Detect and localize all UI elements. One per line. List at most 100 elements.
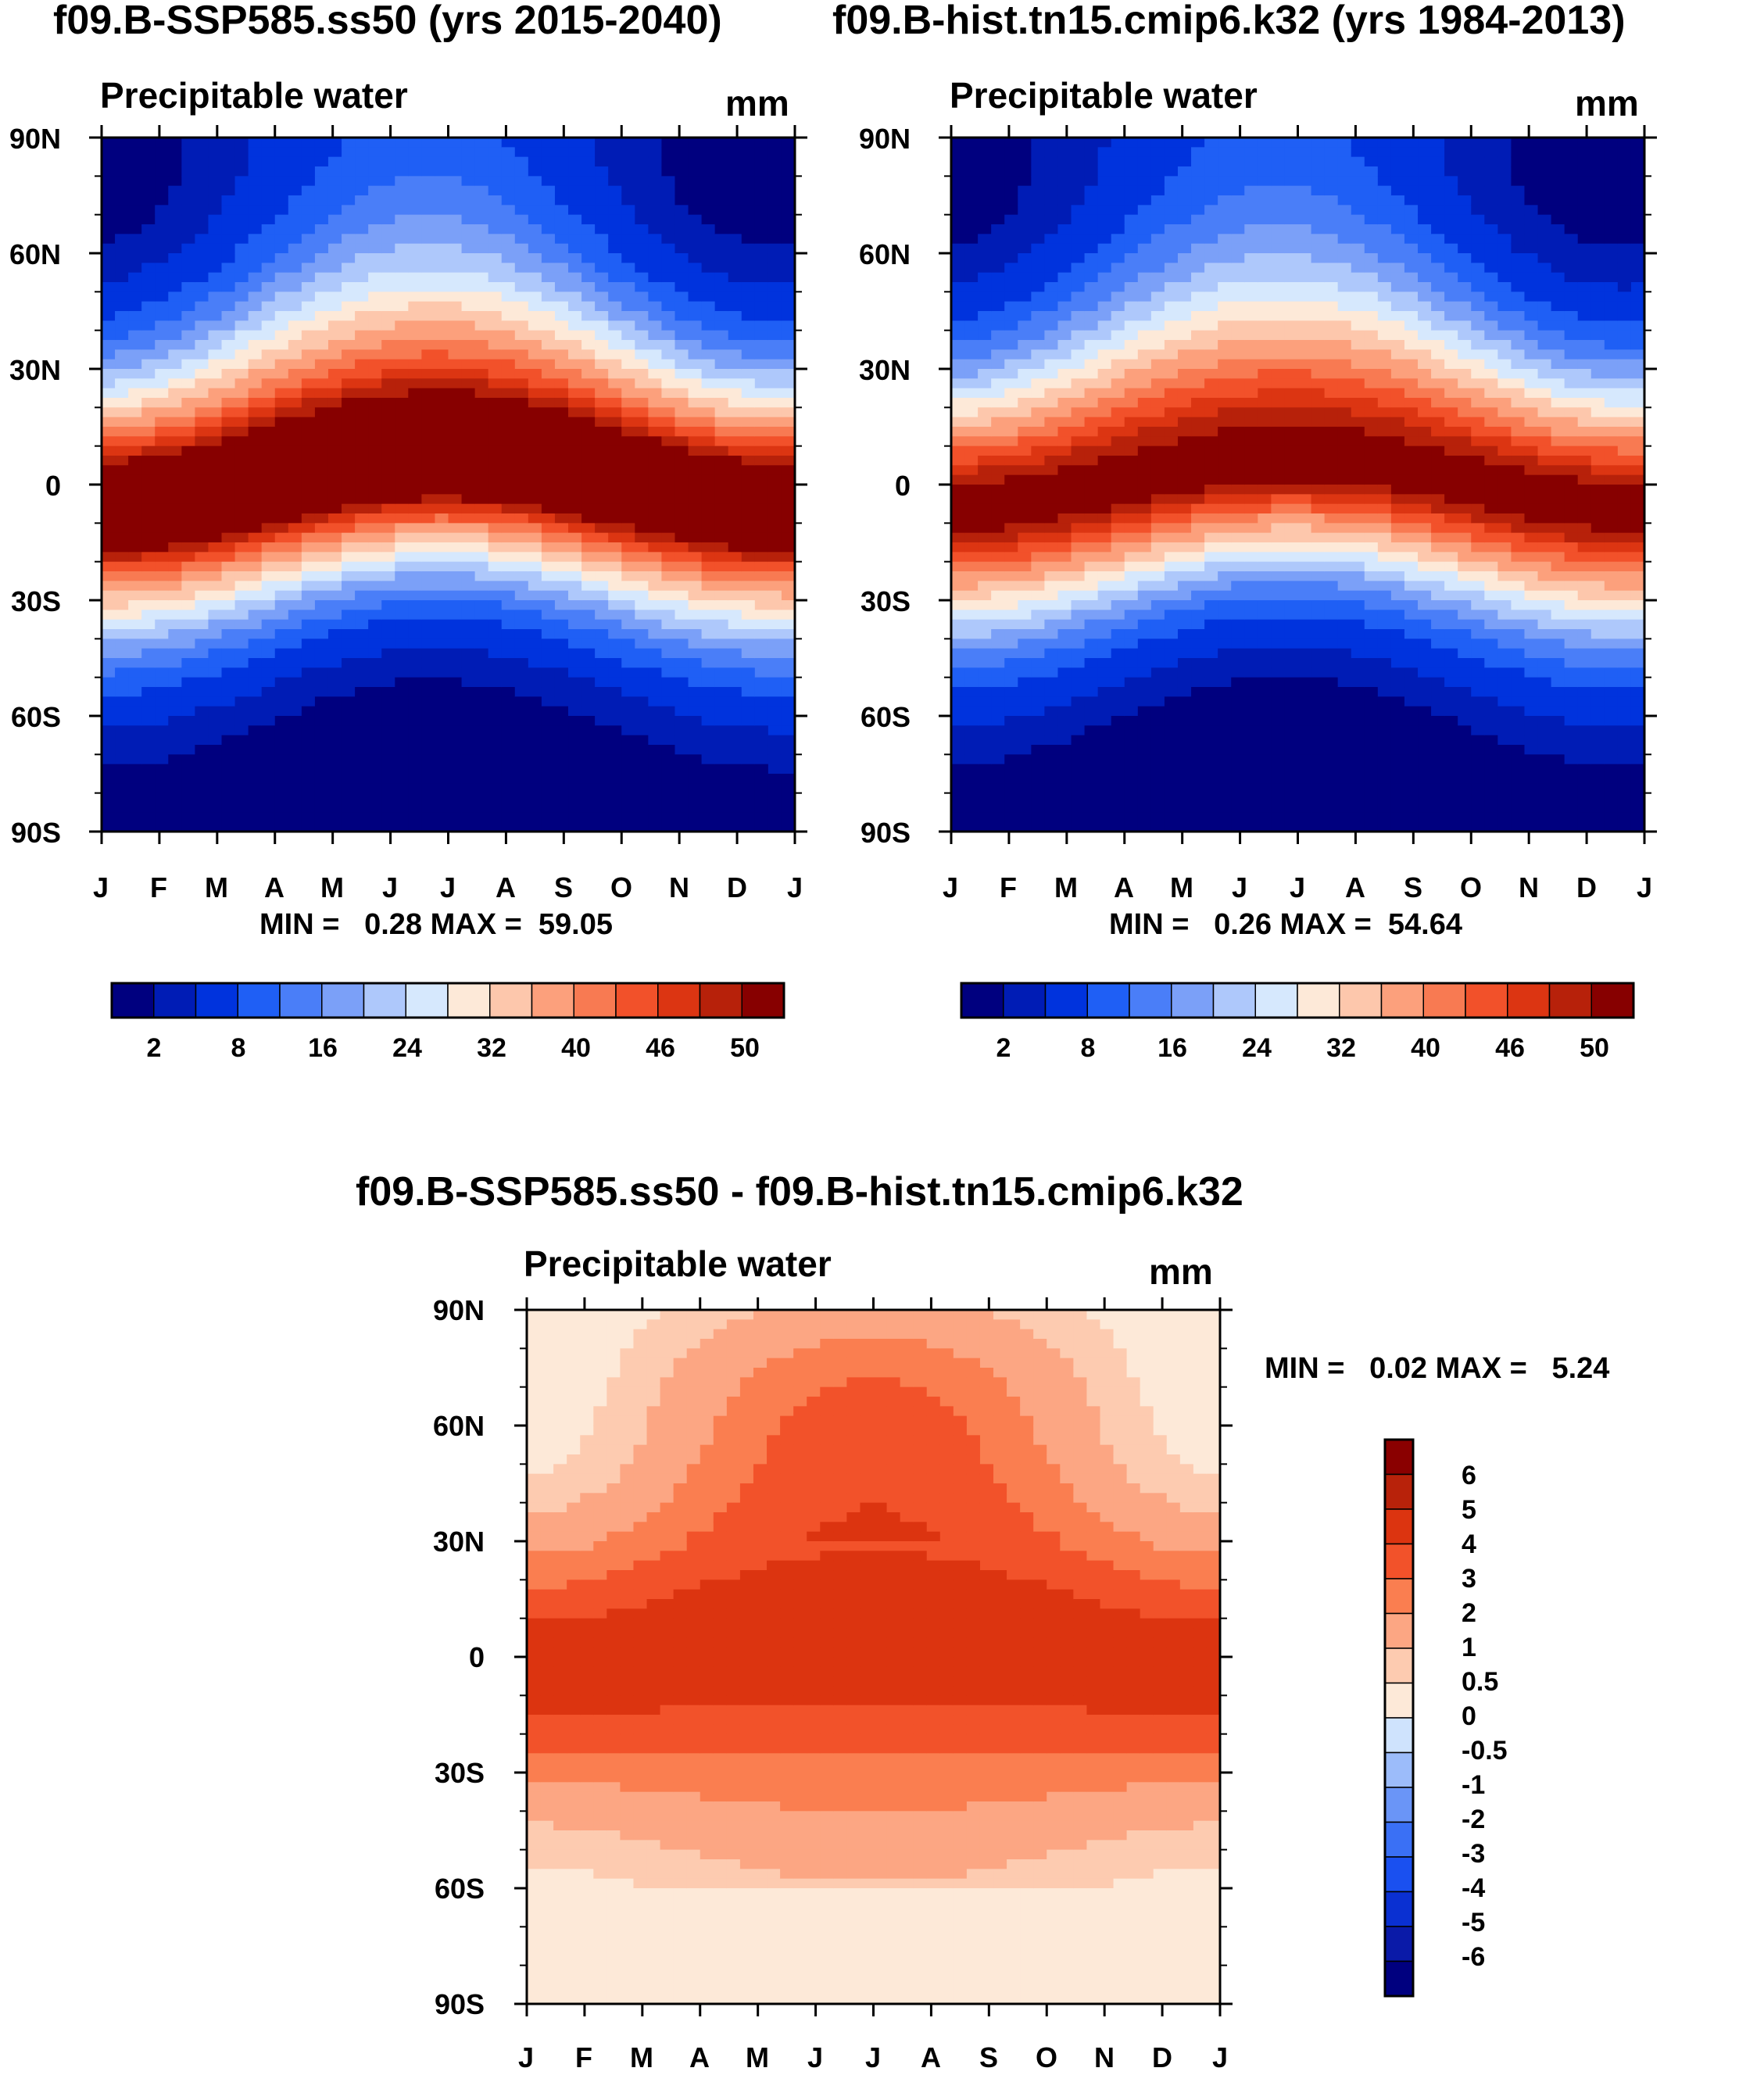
right-plot-cell — [1004, 224, 1018, 234]
left-plot-cell — [128, 330, 142, 341]
right-plot-cell — [1097, 687, 1112, 697]
left-plot-cell — [368, 716, 382, 726]
left-plot-cell — [408, 340, 422, 350]
left-plot-cell — [301, 821, 316, 832]
left-plot-cell — [674, 301, 689, 312]
left-plot-cell — [448, 330, 463, 341]
left-plot-cell — [635, 648, 649, 659]
left-plot-cell — [195, 445, 209, 456]
left-xtick-nov: N — [669, 871, 689, 903]
right-plot-cell — [1084, 590, 1099, 601]
left-plot-cell — [208, 513, 223, 524]
left-plot-cell — [115, 667, 129, 678]
left-plot-cell — [314, 195, 329, 206]
left-plot-cell — [554, 378, 569, 389]
right-xtick-jan-end: J — [1636, 871, 1653, 903]
left-plot-cell — [314, 619, 329, 630]
right-plot-cell — [978, 513, 992, 524]
right-plot-cell — [1057, 465, 1072, 476]
right-plot-cell — [951, 263, 965, 274]
left-plot-cell — [448, 465, 463, 476]
right-plot-cell — [991, 407, 1005, 418]
right-plot-cell — [1071, 561, 1086, 572]
left-plot-cell — [168, 774, 182, 784]
left-plot-cell — [288, 658, 302, 668]
left-plot-cell — [688, 340, 703, 350]
right-plot-cell — [1044, 292, 1059, 302]
left-plot-cell — [368, 195, 382, 206]
left-plot-cell — [102, 176, 116, 187]
left-plot-cell — [368, 658, 382, 668]
left-plot-cell — [421, 195, 436, 206]
right-plot-cell — [1044, 195, 1059, 206]
left-plot-cell — [674, 552, 689, 563]
left-plot-cell — [514, 610, 529, 621]
right-plot-cell — [951, 513, 965, 524]
left-plot-cell — [768, 706, 782, 717]
left-plot-cell — [488, 147, 503, 158]
left-plot-cell — [421, 716, 436, 726]
right-plot-cell — [978, 436, 992, 447]
left-plot-cell — [701, 417, 716, 428]
left-plot-cell — [368, 792, 382, 803]
right-plot-cell — [1137, 764, 1152, 775]
left-plot-cell — [102, 407, 116, 418]
left-plot-cell — [461, 600, 476, 610]
left-plot-cell — [327, 783, 342, 794]
right-plot-cell — [1044, 485, 1059, 495]
left-plot-cell — [327, 407, 342, 418]
left-plot-cell — [421, 166, 436, 177]
left-plot-cell — [714, 667, 729, 678]
left-plot-cell — [435, 445, 449, 456]
right-plot-cell — [951, 610, 965, 621]
left-plot-cell — [781, 716, 796, 726]
left-xtick-feb: F — [150, 871, 167, 903]
right-plot-cell — [1071, 764, 1086, 775]
left-plot-cell — [635, 301, 649, 312]
left-plot-cell — [128, 783, 142, 794]
left-plot-cell — [621, 706, 635, 717]
left-plot-cell — [501, 658, 516, 668]
left-plot-cell — [141, 812, 156, 823]
right-plot-cell — [1044, 552, 1059, 563]
left-plot-cell — [528, 590, 542, 601]
left-plot-cell — [261, 725, 276, 736]
left-xtick-mar: M — [205, 871, 228, 903]
left-panel-subtitle: Precipitable water — [100, 75, 408, 116]
left-plot-cell — [635, 378, 649, 389]
left-plot-cell — [714, 474, 729, 485]
right-plot-cell — [951, 600, 965, 610]
left-plot-cell — [608, 658, 622, 668]
left-plot-cell — [754, 195, 769, 206]
left-plot-cell — [155, 552, 169, 563]
right-plot-cell — [1084, 407, 1099, 418]
left-plot-cell — [635, 359, 649, 370]
left-plot-cell — [768, 754, 782, 765]
left-plot-cell — [168, 234, 182, 245]
left-plot-cell — [568, 465, 582, 476]
left-plot-cell — [288, 803, 302, 813]
left-plot-cell — [635, 485, 649, 495]
left-plot-cell — [248, 658, 263, 668]
left-plot-cell — [474, 485, 489, 495]
left-plot-cell — [155, 610, 169, 621]
right-plot-cell — [1057, 369, 1072, 379]
left-plot-cell — [115, 687, 129, 697]
left-plot-cell — [728, 783, 742, 794]
left-plot-cell — [288, 812, 302, 823]
right-plot-cell — [1004, 532, 1018, 543]
right-plot-cell — [991, 696, 1005, 707]
left-plot-cell — [421, 417, 436, 428]
left-plot-cell — [128, 821, 142, 832]
left-plot-cell — [327, 503, 342, 514]
right-plot-cell — [1097, 706, 1112, 717]
left-plot-cell — [714, 803, 729, 813]
left-plot-cell — [554, 176, 569, 187]
left-plot-cell — [128, 436, 142, 447]
left-plot-cell — [461, 706, 476, 717]
left-plot-cell — [395, 667, 409, 678]
left-plot-cell — [141, 590, 156, 601]
left-plot-cell — [421, 185, 436, 196]
left-plot-cell — [395, 639, 409, 649]
right-plot-cell — [1124, 552, 1139, 563]
